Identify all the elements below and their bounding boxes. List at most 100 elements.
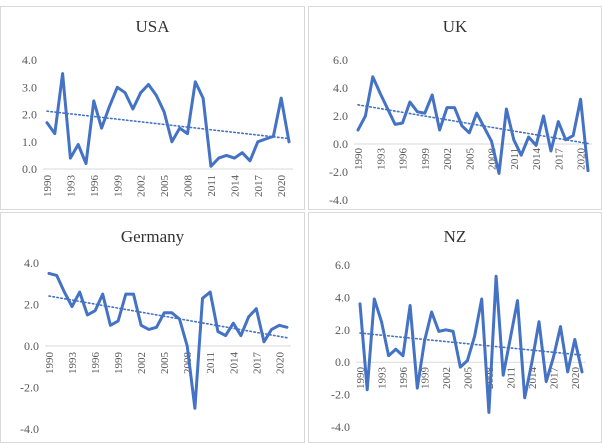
data-point <box>170 140 174 143</box>
data-point <box>92 99 96 103</box>
x-tick-label: 2005 <box>159 352 171 375</box>
series-line <box>356 75 590 175</box>
x-tick-label: 2017 <box>251 352 263 375</box>
data-point <box>131 107 135 111</box>
data-point <box>460 124 464 128</box>
data-point <box>209 165 213 168</box>
x-tick-label: 2002 <box>441 367 453 389</box>
data-point <box>386 107 389 111</box>
data-point <box>564 138 567 141</box>
x-tick-label: 2020 <box>274 352 286 375</box>
data-point <box>453 106 456 109</box>
x-tick-label: 2020 <box>570 367 582 390</box>
y-tick-label: 0.0 <box>333 137 348 151</box>
data-point <box>358 302 362 306</box>
data-point <box>516 299 519 302</box>
y-tick-label: 2.0 <box>333 109 348 123</box>
data-point <box>459 365 462 369</box>
x-tick-label: 2002 <box>136 175 148 197</box>
data-point <box>586 169 590 172</box>
data-point <box>430 310 433 314</box>
data-point <box>45 121 49 124</box>
data-point <box>100 126 103 130</box>
data-point <box>116 319 120 323</box>
data-point <box>387 354 390 357</box>
series-line <box>47 271 289 410</box>
x-tick-label: 1990 <box>44 352 56 375</box>
data-point <box>394 348 398 351</box>
y-tick-label: -2.0 <box>20 381 39 395</box>
germany-chart-title: Germany <box>120 227 185 246</box>
x-tick-label: 2011 <box>205 352 217 374</box>
data-point <box>487 411 491 414</box>
x-tick-label: 1999 <box>419 367 431 390</box>
data-point <box>423 339 426 343</box>
nz-chart-title: NZ <box>443 227 467 246</box>
y-tick-label: 0.0 <box>335 355 350 369</box>
data-point <box>557 120 560 123</box>
data-point <box>505 107 508 111</box>
data-point <box>139 91 142 94</box>
y-tick-label: -2.0 <box>331 388 350 402</box>
data-point <box>101 292 104 296</box>
usa-chart-panel: USA 0.0 1.0 2.0 3.0 4.0 1990 1993 1996 1999 2002 2… <box>0 6 305 210</box>
data-point <box>78 290 81 294</box>
data-point <box>544 380 548 383</box>
data-point <box>109 324 112 327</box>
data-point <box>216 330 220 333</box>
x-tick-label: 2005 <box>464 148 476 171</box>
data-point <box>566 370 569 374</box>
y-tick-label: 2.0 <box>335 323 350 337</box>
data-point <box>147 83 150 86</box>
data-point <box>393 123 397 126</box>
data-point <box>549 149 553 153</box>
data-point <box>573 338 577 341</box>
data-point <box>509 336 512 340</box>
y-tick-label: 4.0 <box>333 81 348 95</box>
data-point <box>240 151 244 154</box>
data-point <box>580 370 584 374</box>
data-point <box>77 143 80 146</box>
data-point <box>201 297 204 300</box>
data-point <box>423 112 426 115</box>
data-point <box>70 305 74 308</box>
data-point <box>365 388 369 391</box>
data-point <box>445 106 449 109</box>
data-point <box>502 373 505 377</box>
y-tick-label: 0.0 <box>22 162 37 176</box>
data-point <box>379 92 382 95</box>
x-tick-label: 2020 <box>276 175 288 198</box>
x-tick-label: 2005 <box>159 175 171 198</box>
nz-chart-panel: NZ -4.0 -2.0 0.0 2.0 4.0 6.0 1990 1993 1996 1999 2… <box>308 212 602 443</box>
series-line <box>45 72 291 168</box>
data-point <box>537 320 541 323</box>
data-point <box>186 132 189 135</box>
data-point <box>86 313 89 317</box>
data-point <box>53 132 57 135</box>
data-point <box>437 330 440 333</box>
y-tick-label: -4.0 <box>331 420 350 434</box>
y-tick-label: 6.0 <box>333 53 348 67</box>
x-tick-label: 1993 <box>65 175 77 198</box>
data-point <box>416 386 419 390</box>
data-point <box>69 156 72 160</box>
data-point <box>468 131 471 134</box>
germany-chart-panel: Germany -4.0 -2.0 0.0 2.0 4.0 1990 1993 1996 199… <box>0 212 305 443</box>
data-point <box>139 324 143 327</box>
data-point <box>232 321 235 325</box>
data-point <box>262 340 266 344</box>
data-point <box>542 114 545 118</box>
data-point <box>279 96 283 100</box>
data-point <box>451 330 455 333</box>
data-point <box>63 290 66 294</box>
x-tick-label: 2002 <box>442 148 454 170</box>
x-tick-label: 1993 <box>376 367 388 390</box>
data-point <box>147 328 151 331</box>
nz-chart-svg: -4.0 -2.0 0.0 2.0 4.0 6.0 1990 1993 1996 1999 2002… <box>331 258 586 434</box>
data-point <box>224 334 227 337</box>
x-tick-label: 1999 <box>113 352 125 375</box>
data-point <box>233 156 236 160</box>
germany-chart-svg: -4.0 -2.0 0.0 2.0 4.0 1990 1993 1996 1999 2002 200… <box>20 256 291 436</box>
x-tick-label: 2017 <box>548 367 560 390</box>
x-tick-label: 2017 <box>553 147 565 170</box>
